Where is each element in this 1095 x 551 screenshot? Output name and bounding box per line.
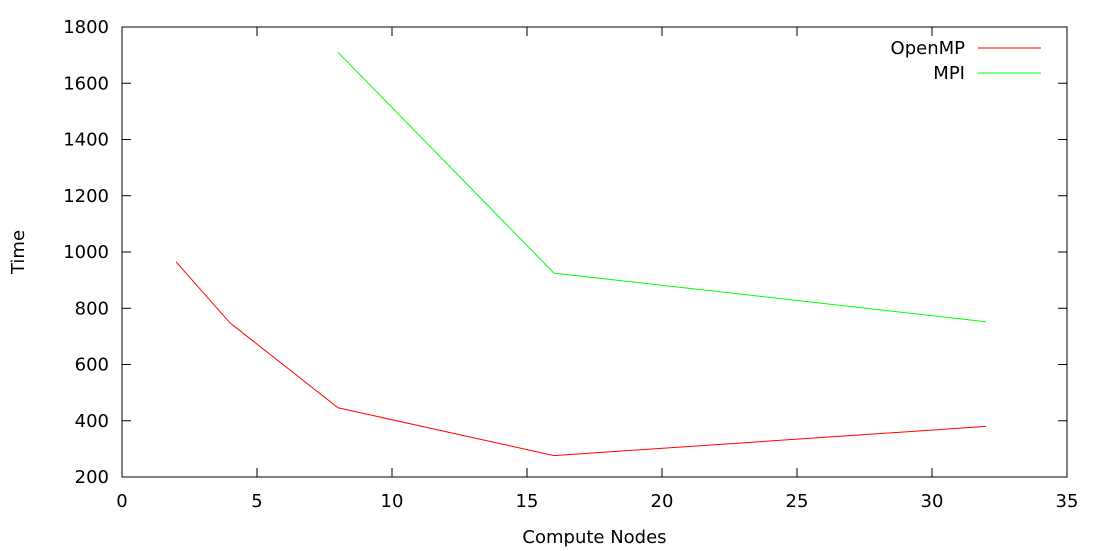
x-tick-label: 15	[516, 491, 539, 512]
legend: OpenMP MPI	[891, 38, 1041, 84]
x-tick-label: 0	[116, 491, 127, 512]
y-tick-label: 200	[75, 467, 109, 488]
y-tick-label: 800	[75, 298, 109, 319]
tick-layer	[121, 26, 1068, 478]
legend-label-mpi: MPI	[933, 63, 965, 84]
y-tick-label: 600	[75, 355, 109, 376]
x-tick-label: 5	[251, 491, 262, 512]
y-tick-label: 400	[75, 411, 109, 432]
y-axis-label: Time	[8, 230, 29, 275]
series-layer	[175, 51, 987, 457]
series-line-openmp	[175, 261, 987, 457]
y-tick-label: 1600	[63, 73, 109, 94]
series-line-mpi	[337, 51, 987, 323]
plot-frame	[121, 26, 1068, 478]
x-tick-label: 25	[786, 491, 809, 512]
y-tick-label: 1200	[63, 186, 109, 207]
tick-label-layer: 0 5 10 15 20 25 30 35 200 400 600 800 1000 1200 1400 16…	[63, 17, 1078, 512]
x-tick-label: 35	[1056, 491, 1079, 512]
x-tick-label: 10	[381, 491, 404, 512]
x-tick-label: 20	[651, 491, 674, 512]
legend-label-openmp: OpenMP	[891, 38, 966, 59]
x-axis-label: Compute Nodes	[522, 527, 666, 548]
y-tick-label: 1800	[63, 17, 109, 38]
x-tick-label: 30	[921, 491, 944, 512]
y-tick-label: 1400	[63, 130, 109, 151]
y-tick-label: 1000	[63, 242, 109, 263]
